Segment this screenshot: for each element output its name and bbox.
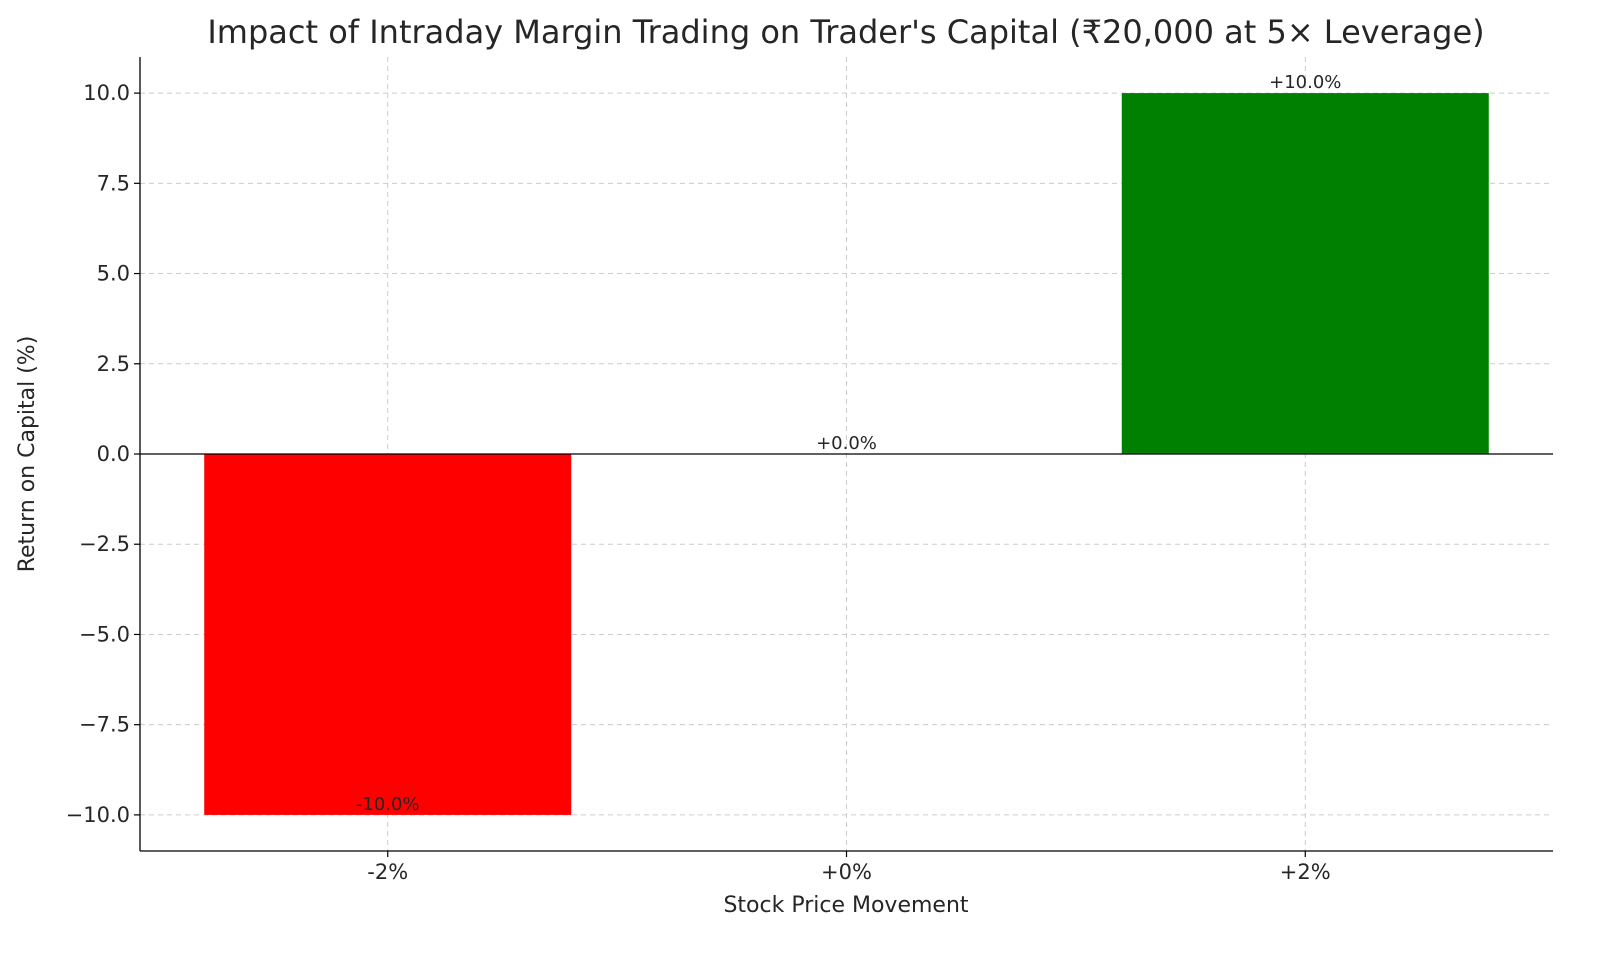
- data-label: +0.0%: [816, 433, 877, 454]
- x-tick-label: +0%: [821, 860, 872, 884]
- y-tick-label: −7.5: [79, 713, 130, 737]
- y-tick-label: 7.5: [97, 171, 130, 195]
- data-label: -10.0%: [356, 794, 420, 815]
- y-axis-label: Return on Capital (%): [15, 336, 40, 573]
- bar-layer: [204, 93, 1489, 815]
- bar--2%: [204, 454, 572, 815]
- label-layer: -10.0% +0.0% +10.0%: [356, 72, 1342, 815]
- x-tick-label: -2%: [367, 860, 408, 884]
- y-tick-label: −2.5: [79, 532, 130, 556]
- y-tick-label: 0.0: [97, 442, 130, 466]
- bar-+2%: [1121, 93, 1489, 454]
- y-tick-label: −5.0: [79, 622, 130, 646]
- chart-title: Impact of Intraday Margin Trading on Tra…: [207, 13, 1484, 51]
- y-tick-label: −10.0: [66, 803, 130, 827]
- y-tick-label: 2.5: [97, 352, 130, 376]
- y-tick-label: 10.0: [83, 81, 130, 105]
- y-tick-label: 5.0: [97, 262, 130, 286]
- x-tick-label: +2%: [1280, 860, 1331, 884]
- x-axis-label: Stock Price Movement: [723, 893, 968, 918]
- data-label: +10.0%: [1269, 72, 1341, 93]
- axis-layer: −10.0 −7.5 −5.0 −2.5 0.0 2.5 5.0 7.5 10.0 -2% +0% +…: [66, 57, 1553, 884]
